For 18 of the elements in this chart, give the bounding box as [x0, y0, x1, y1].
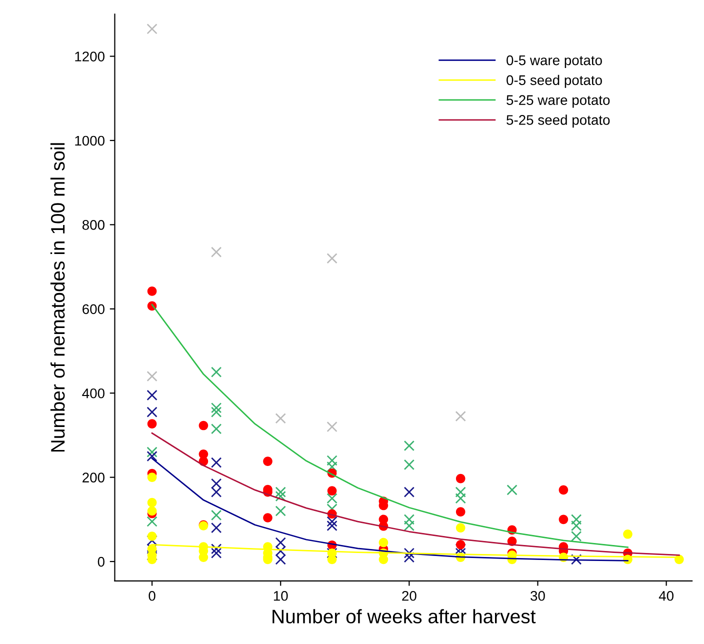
y-tick-label: 400 [82, 388, 104, 398]
y-tick-label: 1000 [75, 136, 104, 146]
legend-label: 5-25 ware potato [506, 95, 610, 108]
y-tick-label: 800 [82, 220, 104, 230]
y-tick-label: 0 [98, 556, 104, 567]
x-tick-label: 30 [530, 590, 545, 601]
x-axis-title: Number of weeks after harvest [272, 609, 536, 624]
legend-label: 0-5 seed potato [506, 74, 602, 88]
y-axis-title: Number of nematodes in 100 ml soil [50, 143, 65, 452]
x-tick-label: 40 [658, 590, 674, 601]
legend-label: 5-25 seed potato [506, 114, 610, 128]
y-tick-label: 200 [82, 472, 104, 482]
x-tick-label: 0 [148, 590, 156, 601]
x-tick-label: 20 [402, 590, 416, 601]
y-tick-label: 1200 [75, 52, 104, 62]
x-tick-label: 10 [274, 590, 288, 601]
y-tick-label: 600 [82, 304, 104, 314]
legend-label: 0-5 ware potato [506, 55, 602, 68]
